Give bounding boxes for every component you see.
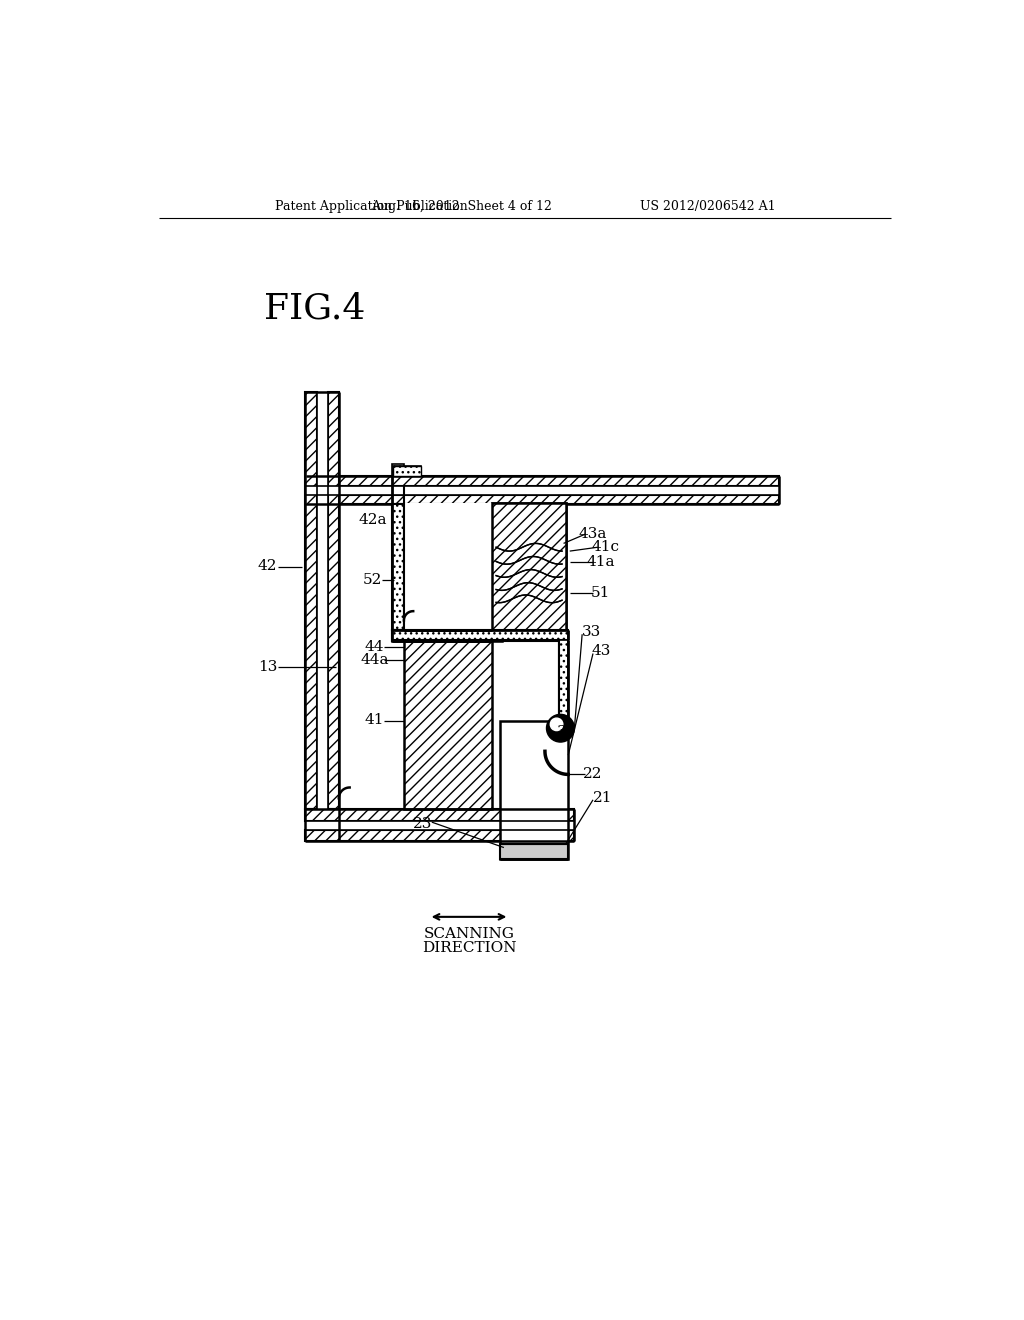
Text: 21: 21 [593,791,612,804]
Text: 44: 44 [365,640,384,653]
Text: 22: 22 [584,767,603,781]
Text: 41c: 41c [592,540,620,554]
Text: 13: 13 [258,660,278,673]
Text: Aug. 16, 2012  Sheet 4 of 12: Aug. 16, 2012 Sheet 4 of 12 [371,199,552,213]
Text: 33: 33 [582,624,601,639]
Text: DIRECTION: DIRECTION [422,941,516,954]
Text: 41: 41 [365,714,384,727]
Bar [305,392,317,809]
Bar [305,821,574,830]
Bar [500,843,568,859]
Bar [493,503,566,630]
Text: 43a: 43a [579,527,607,541]
Bar [391,630,502,642]
Text: 43: 43 [591,644,610,659]
Bar [403,503,493,630]
Circle shape [550,718,563,730]
Text: 44a: 44a [360,652,389,667]
Bar [391,631,568,642]
Bar [305,830,574,841]
Bar [306,486,779,495]
Bar [391,504,403,630]
Bar [328,392,339,809]
Text: FIG.4: FIG.4 [263,292,365,326]
Bar [393,466,421,477]
Text: 52: 52 [364,573,383,587]
Circle shape [547,714,574,742]
Text: 23: 23 [413,817,432,832]
Bar [559,640,568,721]
Bar [391,631,568,642]
Bar [391,630,502,642]
Text: 51: 51 [591,586,610,601]
Text: SCANNING: SCANNING [424,927,514,941]
Text: 41a: 41a [587,554,615,569]
Text: 42: 42 [258,560,278,573]
Text: 42a: 42a [358,513,387,527]
Text: Patent Application Publication: Patent Application Publication [275,199,468,213]
Bar [317,392,328,809]
Bar [559,640,568,721]
Bar [500,721,568,859]
Text: 3: 3 [557,725,567,739]
Bar [306,495,779,504]
Text: US 2012/0206542 A1: US 2012/0206542 A1 [640,199,775,213]
Bar [305,392,339,809]
Bar [393,466,421,477]
Bar [305,809,574,821]
Bar [403,642,493,809]
Bar [391,504,403,630]
Bar [391,465,403,477]
Bar [306,477,779,486]
Bar [493,503,566,630]
